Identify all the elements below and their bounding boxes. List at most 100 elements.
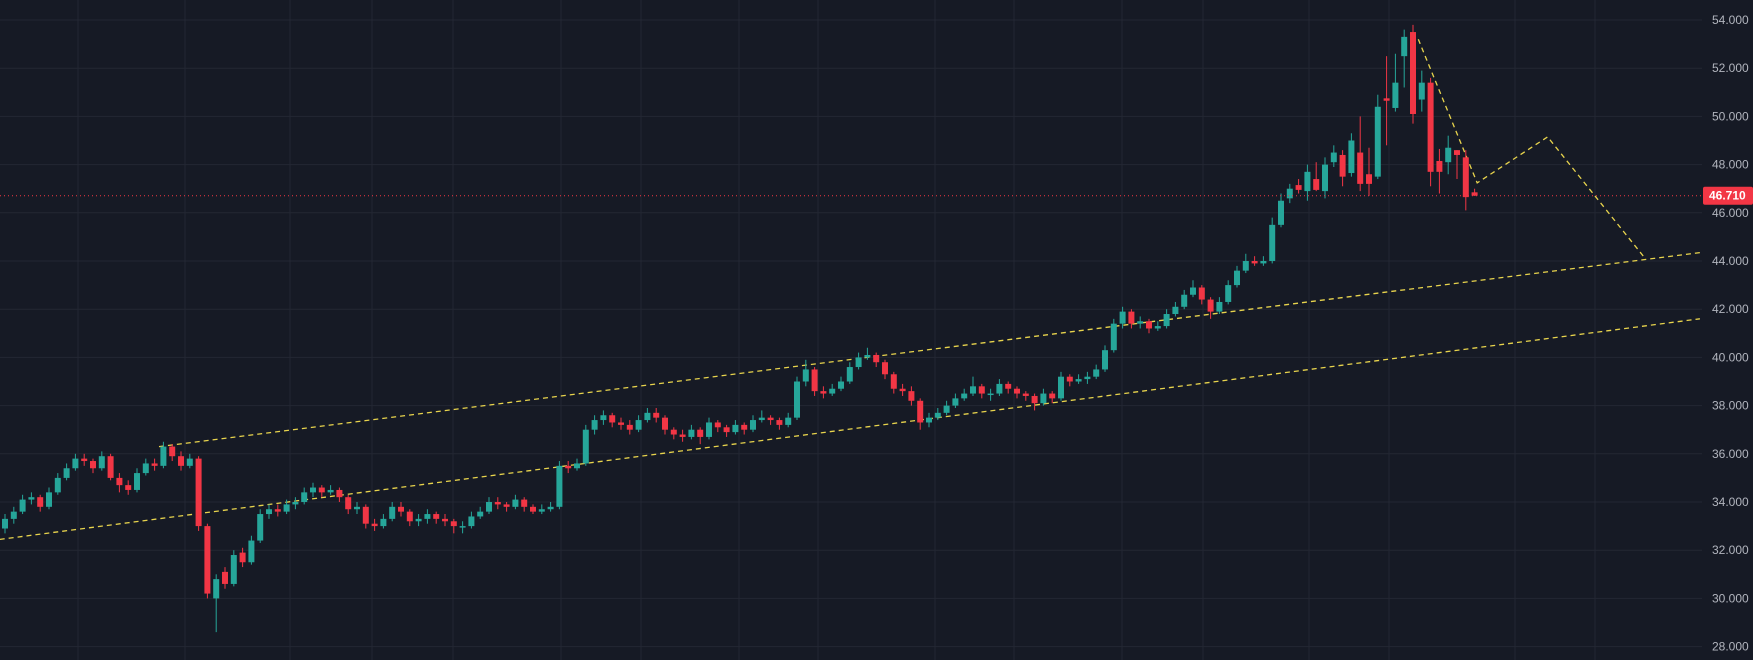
candle-body [1445,147,1452,163]
candle-body [433,514,440,519]
candle [978,383,985,399]
candle [248,535,255,565]
candle [697,427,704,445]
candle [618,417,624,430]
candle-body [239,552,246,563]
candle-body [970,386,976,394]
candle-body [301,492,308,502]
candle-body [1014,388,1020,394]
trend-line[interactable] [0,318,1700,541]
candle-body [1102,350,1108,370]
candle-body [1146,321,1152,329]
candle-body [565,465,572,469]
candle [424,509,431,524]
candle-body [362,506,369,524]
candle [538,504,545,515]
candle-body [1383,98,1390,101]
candle-body [1137,321,1144,324]
candle-body [398,506,404,512]
candle-body [1471,192,1478,196]
y-tick-label: 52.000 [1712,61,1749,75]
candle-body [292,502,299,505]
candle [125,480,132,495]
candle [688,424,695,440]
candle [1234,265,1240,288]
candle [1392,53,1399,112]
candle [838,376,844,392]
candle-body [767,417,774,421]
candle-body [169,446,176,457]
candle-body [46,492,52,507]
candle-body [1128,311,1135,324]
candle-body [63,468,70,478]
candle-body [697,429,704,437]
candle [679,429,686,442]
candle [230,550,237,587]
candle [829,383,836,396]
candle [362,504,369,529]
candle-body [336,489,343,498]
candle [1146,318,1152,334]
candle [864,347,871,360]
candle-body [1198,287,1205,300]
candle [908,386,915,406]
y-tick-label: 30.000 [1712,591,1749,605]
candle-body [591,420,598,430]
candle-body [266,509,272,515]
candle-body [503,504,510,507]
candle-body [389,506,396,519]
candle [1401,29,1408,88]
candle [503,502,510,512]
candle-body [556,465,563,507]
candle [406,509,413,527]
candle [107,453,114,481]
candle-body [90,461,96,469]
candle [547,502,554,512]
price-axis[interactable]: 28.000 30.000 32.000 34.000 36.000 38.000 40.0… [1712,13,1749,654]
drawings [0,39,1700,541]
candle [846,362,853,384]
candle [600,410,607,425]
candle-body [37,497,44,507]
candle-body [750,420,756,430]
candle [582,424,589,466]
candle [609,412,616,428]
candle-body [1269,224,1276,261]
candle [54,473,61,495]
candle-body [1234,270,1240,286]
candle-body [125,485,132,490]
candle-body [151,463,158,466]
candle [494,497,501,510]
path-projection[interactable] [1417,39,1646,260]
candle-body [635,420,642,430]
candle [644,408,651,423]
candle-body [926,417,932,423]
candle [257,509,264,543]
candle-body [186,458,193,466]
candle-body [459,526,466,528]
candle [160,441,167,469]
trend-line[interactable] [158,251,1700,448]
candle-body [899,388,906,392]
candle [1014,386,1020,399]
candle-body [890,374,897,389]
candle-body [107,456,114,478]
candle-body [1242,261,1249,271]
candle [890,371,897,394]
candle-body [609,415,616,423]
candle [371,518,378,531]
candle [1102,345,1108,372]
candle-body [160,446,167,466]
candle [1119,306,1126,329]
candle [1269,217,1276,264]
candle [952,393,959,409]
candle [380,514,387,529]
candle-body [345,497,352,510]
candle-body [116,477,123,486]
candle [626,420,633,435]
candle-body [987,393,994,396]
candle-body [1366,174,1372,184]
y-tick-label: 40.000 [1712,350,1749,364]
